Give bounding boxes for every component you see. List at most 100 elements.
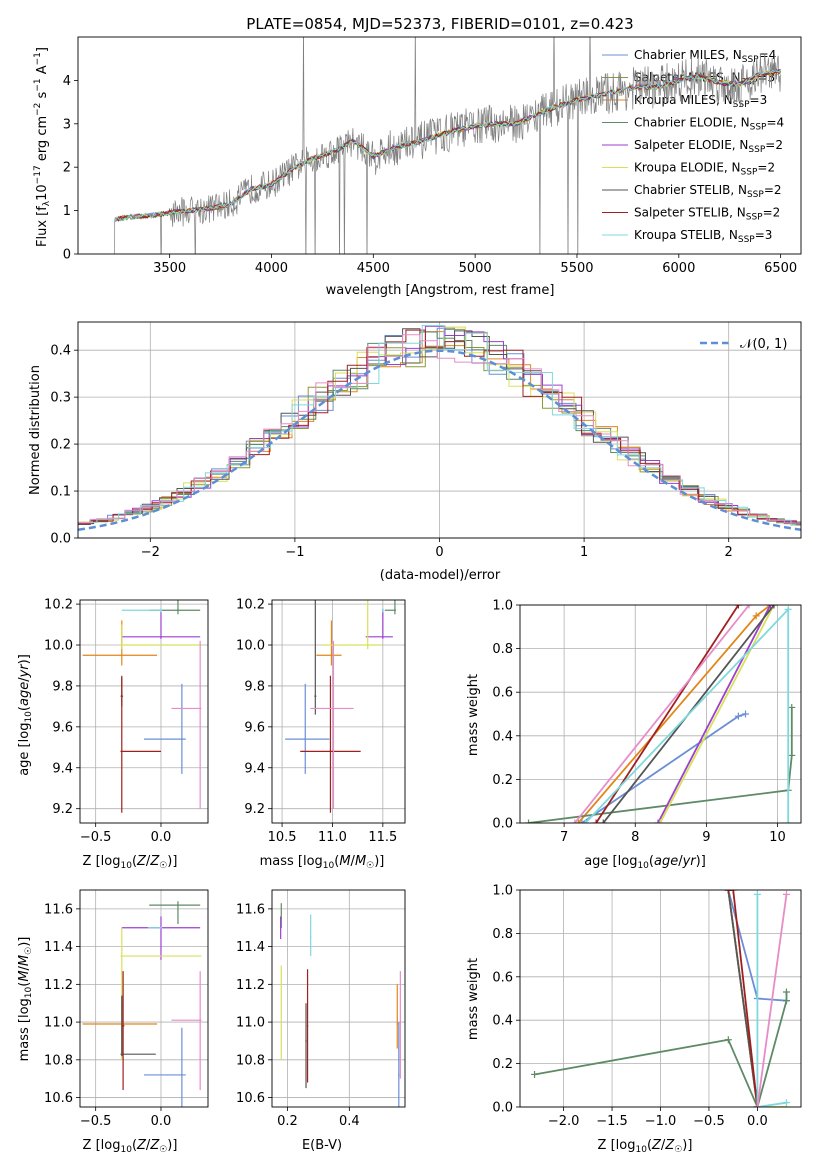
residual-histogram [78, 325, 801, 526]
mass-weight-vs-age-series-line [574, 605, 750, 823]
mass-vs-Z-y-tick-label: 10.6 [44, 1091, 73, 1106]
spectrum-x-label: wavelength [Angstrom, rest frame] [326, 283, 555, 298]
mass-weight-vs-age-marker [784, 605, 792, 613]
mass-weight-vs-age-marker [581, 819, 589, 823]
spectrum-legend-label: Kroupa STELIB, NSSP=3 [634, 228, 772, 245]
mass-weight-vs-Z-y-tick-label: 0.4 [492, 1014, 513, 1029]
spectrum-y-tick-label: 3 [63, 117, 71, 132]
mass-vs-Z-point [199, 1019, 201, 1021]
mass-weight-vs-Z-marker [724, 1036, 732, 1044]
mass-vs-Z-point [177, 904, 179, 906]
spectrum-x-tick-label: 5000 [459, 261, 492, 276]
mass-weight-vs-age-x-tick-label: 8 [631, 830, 639, 845]
spectrum-legend-label: Salpeter ELODIE, NSSP=2 [634, 138, 783, 155]
spectrum-x-tick-label: 5500 [560, 261, 593, 276]
mass-weight-vs-age-marker [574, 819, 582, 823]
spectrum-x-tick-label: 3500 [153, 261, 186, 276]
mass-vs-ebv-point [399, 1021, 402, 1023]
mass-vs-ebv-point [398, 1074, 400, 1076]
spectrum-y-tick-label: 1 [63, 204, 71, 219]
mass-vs-ebv-point [309, 936, 312, 938]
mass-vs-ebv-y-tick-label: 11.2 [236, 978, 265, 993]
mass-weight-vs-age-marker [656, 819, 664, 823]
spectrum-model-line [114, 69, 781, 222]
mass-weight-vs-Z-y-tick-label: 1.0 [492, 884, 513, 899]
mass-weight-vs-Z-x-tick-label: −1.0 [645, 1114, 677, 1129]
age-vs-Z-point [181, 738, 183, 740]
age-vs-mass-y-tick-label: 9.4 [244, 761, 265, 776]
age-vs-Z-panel: Z [log10(Z/Z☉)] age [log10(age/yr)] −0.5… [17, 598, 209, 871]
spectrum-model-line [114, 68, 781, 223]
mass-vs-ebv-point [279, 926, 282, 929]
mass-vs-ebv-point [396, 1023, 399, 1025]
age-vs-Z-frame [79, 599, 209, 824]
age-vs-mass-panel: mass [log10(M/M☉)] 10.5 11.0 11.5 9.2 9.4 9.6… [236, 598, 406, 871]
mass-vs-Z-point [122, 1025, 124, 1027]
mass-weight-vs-Z-y-tick-label: 0.0 [492, 1101, 513, 1116]
spectrum-y-tick-label: 2 [63, 161, 71, 176]
residuals-legend: 𝒩(0, 1) [700, 337, 787, 352]
mass-weight-vs-Z-frame [519, 889, 802, 1108]
mass-weight-vs-age-marker [734, 712, 742, 720]
mass-vs-Z-y-tick-label: 11.6 [44, 902, 73, 917]
mass-weight-vs-Z-y-tick-label: 0.2 [492, 1057, 513, 1072]
residuals-frame [77, 321, 802, 539]
mass-weight-vs-age-marker [654, 819, 662, 823]
gaussian-legend-label: 𝒩(0, 1) [740, 337, 787, 352]
mass-weight-vs-age-y-tick-label: 0.4 [492, 729, 513, 744]
mass-weight-vs-Z-marker [782, 1099, 790, 1107]
mass-vs-ebv-panel: E(B-V) 0.2 0.4 10.6 10.8 11.0 11.2 11.4 11.6 [236, 889, 406, 1153]
mass-vs-Z-point [120, 955, 123, 957]
mass-vs-Z-point [120, 1053, 123, 1055]
residuals-panel: (data-model)/error Normed distribution 𝒩… [28, 321, 802, 583]
spectrum-y-tick-label: 4 [63, 74, 71, 89]
age-vs-mass-y-tick-label: 9.2 [244, 802, 265, 817]
residuals-x-tick-label: −1 [285, 545, 304, 560]
mass-vs-Z-y-tick-label: 11.0 [44, 1016, 73, 1031]
mass-weight-vs-age-marker [599, 819, 607, 823]
age-vs-Z-point [120, 750, 123, 753]
age-vs-Z-point [160, 636, 162, 638]
spectrum-y-tick-label: 0 [63, 248, 71, 263]
mass-vs-Z-y-label: mass [log10(M/M☉)] [17, 937, 34, 1062]
mass-weight-vs-age-marker [752, 612, 760, 620]
age-vs-mass-x-tick-label: 11.0 [318, 830, 347, 845]
mass-vs-Z-y-tick-label: 11.4 [44, 940, 73, 955]
age-vs-Z-y-tick-label: 10.2 [44, 598, 73, 613]
mass-weight-vs-Z-marker [782, 890, 790, 898]
mass-vs-Z-frame [79, 889, 209, 1108]
mass-vs-ebv-x-tick-label: 0.4 [339, 1114, 360, 1129]
spectrum-x-tick-label: 6500 [764, 261, 797, 276]
age-vs-mass-y-tick-label: 9.8 [244, 679, 265, 694]
spectrum-x-tick-label: 6000 [662, 261, 695, 276]
age-vs-Z-point [120, 644, 123, 646]
mass-weight-vs-age-y-tick-label: 0.2 [492, 773, 513, 788]
age-vs-Z-x-tick-label: −0.5 [80, 830, 112, 845]
residuals-x-tick-label: 0 [435, 545, 443, 560]
age-vs-mass-point [382, 636, 384, 638]
residuals-y-tick-label: 0.4 [50, 344, 71, 359]
age-vs-mass-x-label: mass [log10(M/M☉)] [260, 854, 385, 871]
mass-weight-vs-age-marker [766, 605, 774, 609]
spectrum-x-tick-label: 4500 [357, 261, 390, 276]
mass-weight-vs-age-marker [592, 819, 600, 823]
mass-weight-vs-age-y-tick-label: 1.0 [492, 599, 513, 614]
age-vs-Z-y-tick-label: 9.4 [52, 761, 73, 776]
age-vs-Z-point [177, 609, 179, 612]
mass-weight-vs-age-marker [571, 819, 579, 823]
mass-weight-vs-Z-x-label: Z [log10(Z/Z☉)] [598, 1138, 693, 1155]
age-vs-Z-y-tick-label: 9.6 [52, 720, 73, 735]
spectrum-title: PLATE=0854, MJD=52373, FIBERID=0101, z=0… [246, 15, 633, 33]
residuals-y-tick-label: 0.1 [50, 485, 71, 500]
residuals-y-label: Normed distribution [28, 365, 43, 495]
mass-weight-vs-age-marker [578, 819, 586, 823]
spectrum-model-line [114, 69, 781, 222]
mass-weight-vs-Z-marker [531, 1070, 539, 1078]
age-vs-mass-point [304, 738, 307, 740]
mass-weight-vs-age-x-tick-label: 7 [560, 830, 568, 845]
age-vs-mass-point [382, 609, 384, 612]
mass-weight-vs-Z-y-label: mass weight [466, 958, 481, 1040]
mass-vs-ebv-y-tick-label: 11.0 [236, 1016, 265, 1031]
mass-weight-vs-age-x-tick-label: 10 [769, 830, 786, 845]
mass-weight-vs-Z-series-line [728, 890, 759, 1107]
